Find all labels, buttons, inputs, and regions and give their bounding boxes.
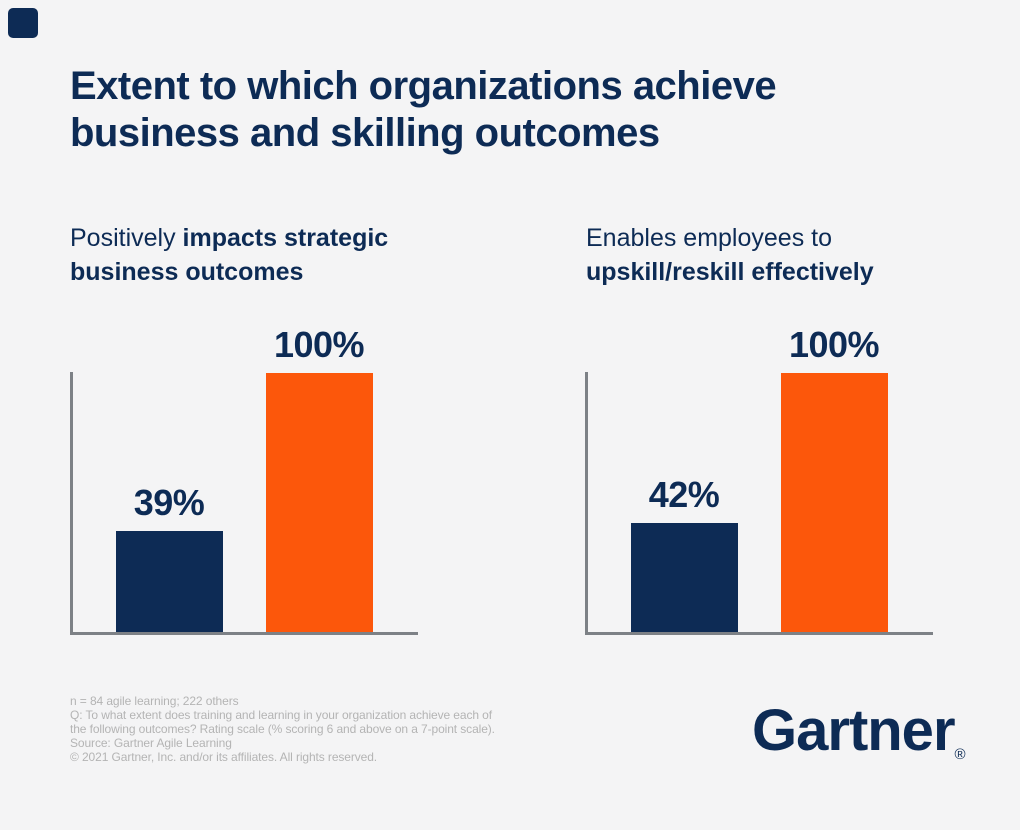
panel-2-subtitle-line-1: Enables employees to [586,221,1020,255]
gartner-corner-mark [8,8,38,38]
footnote-source: Source: Gartner Agile Learning [70,736,232,750]
chart-1-bar-2 [266,373,373,632]
panel-1-subtitle: Positively impacts strategic business ou… [70,221,530,289]
page-title-line-2: business and skilling outcomes [70,111,660,155]
gartner-logo: Gartner® [752,702,966,775]
chart-1-plot-area: 39% 100% [70,325,418,635]
footnote-copyright: © 2021 Gartner, Inc. and/or its affiliat… [70,750,378,764]
chart-2-bar-1 [631,523,738,632]
page-title-line-1: Extent to which organizations achieve [70,64,777,108]
registered-trademark-icon: ® [954,746,966,763]
panel-1-subtitle-regular-text: Positively [70,224,183,252]
footnote-sample-size: n = 84 agile learning; 222 others [70,694,239,708]
footnote-question-line-1: Q: To what extent does training and lear… [70,708,492,722]
panel-2-subtitle-line-2: upskill/reskill effectively [586,255,1020,289]
panel-1-subtitle-bold-text: impacts strategic [182,224,389,252]
panel-2-subtitle-bold-text-2: upskill/reskill effectively [586,258,874,286]
footnote-question-line-2: the following outcomes? Rating scale (% … [70,722,495,736]
chart-2-bar-2-value-label: 100% [788,324,880,365]
chart-2-bar-1-value-label: 42% [648,474,720,515]
chart-1-bar-2-value-label: 100% [273,324,365,365]
chart-1-bar-1 [116,531,223,632]
chart-2-bar-2 [781,373,888,632]
panel-1-subtitle-line-2: business outcomes [70,255,530,289]
panel-1-subtitle-line-1: Positively impacts strategic [70,221,530,255]
page-title: Extent to which organizations achieve bu… [70,63,930,157]
panel-1-subtitle-bold-text-2: business outcomes [70,258,304,286]
footnotes-block: n = 84 agile learning; 222 others Q: To … [70,694,590,764]
chart-2-plot-area: 42% 100% [585,325,933,635]
panel-2-subtitle: Enables employees to upskill/reskill eff… [586,221,1020,289]
chart-1-bar-1-value-label: 39% [133,482,205,523]
panel-2-subtitle-regular-text: Enables employees to [586,224,832,252]
gartner-logo-text: Gartner [752,698,956,763]
